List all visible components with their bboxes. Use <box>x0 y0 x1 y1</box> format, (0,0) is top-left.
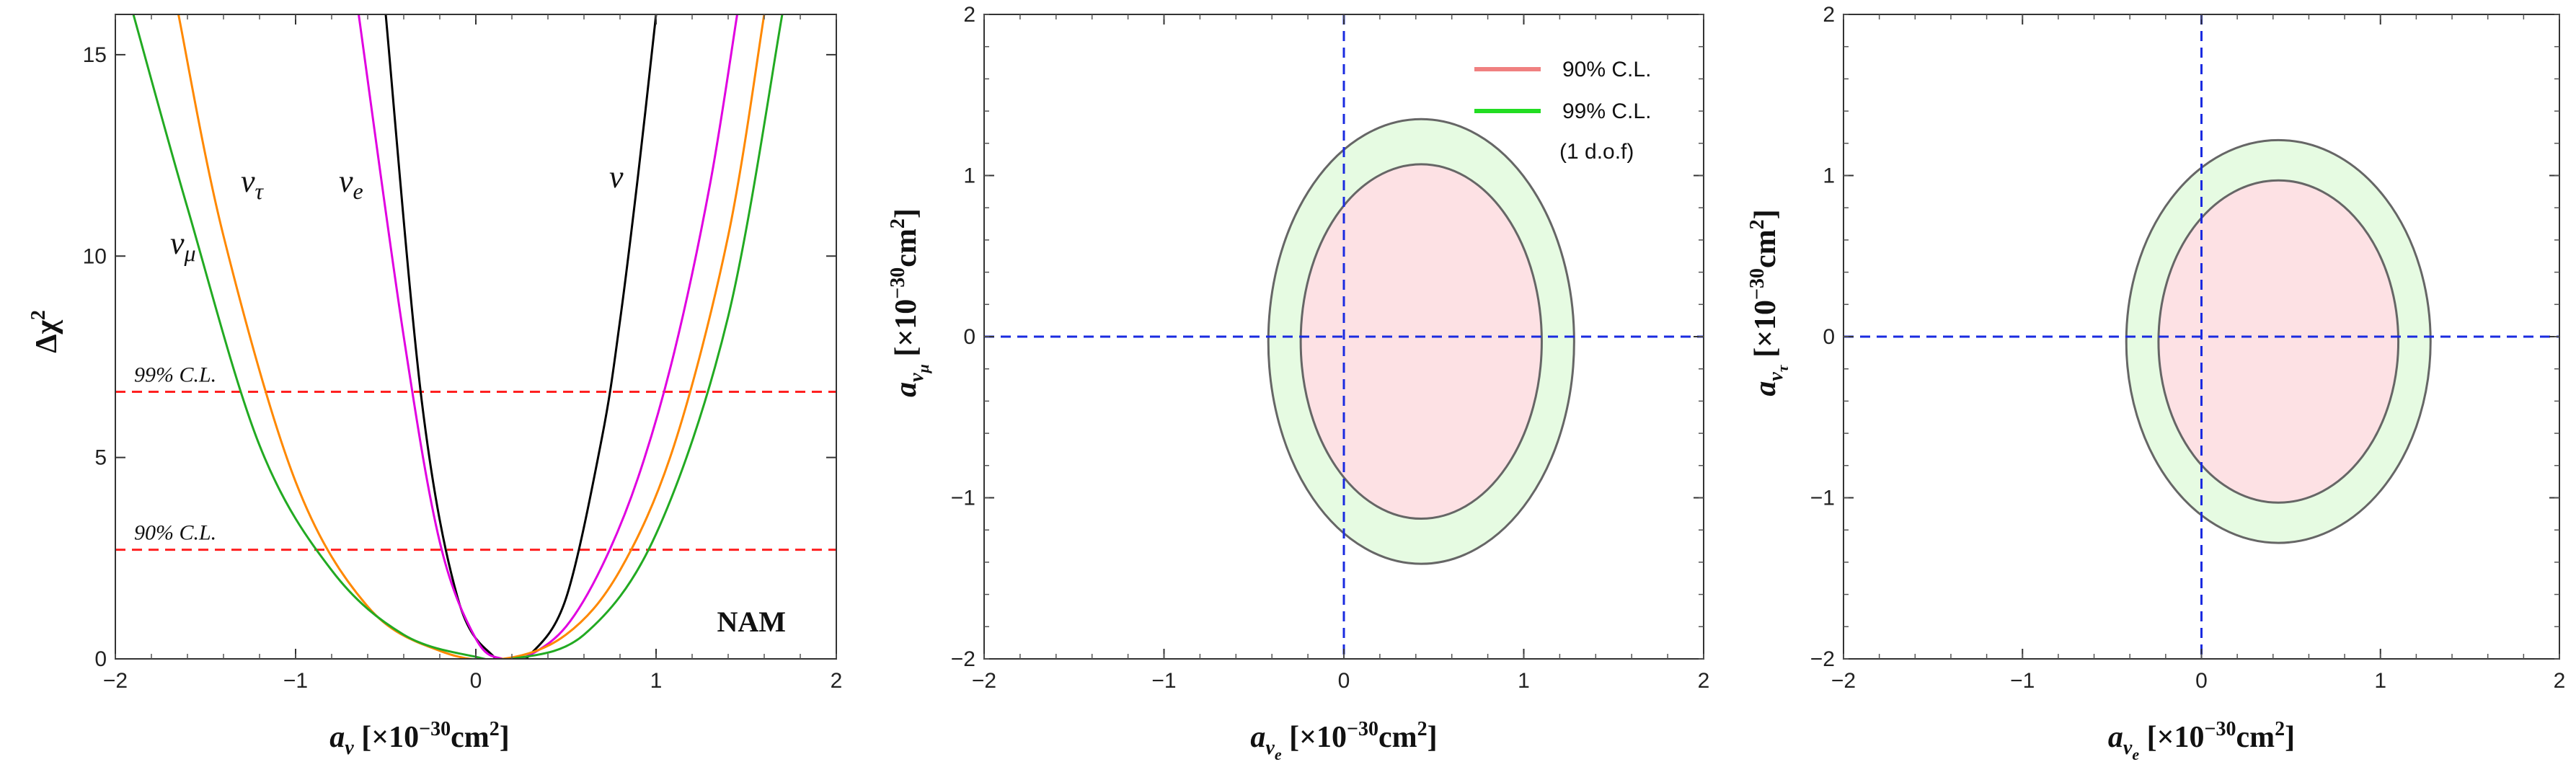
curve- <box>384 14 658 659</box>
x-tick-label: 0 <box>1338 669 1350 693</box>
y-tick-label: −2 <box>1810 647 1835 671</box>
x-tick-label: 1 <box>650 669 663 693</box>
plot-area <box>984 14 1704 659</box>
contour-panel-tau: −2 −1 0 1 2 −2 −1 0 1 2 aνe [×10−30cm2] aντ [×10−30… <box>1746 3 2565 763</box>
y-tick-label: −1 <box>1810 487 1835 510</box>
cl90-label: 90% C.L. <box>134 521 216 545</box>
x-tick-label: 0 <box>470 669 482 693</box>
legend-label: 90% C.L. <box>1562 58 1651 81</box>
x-tick-label: −2 <box>972 669 996 693</box>
chi2-panel: −2 −1 0 1 2 0 5 10 15 99% C.L. 90% C.L. νμ ντ νe ν NAM a… <box>27 14 842 759</box>
curve- <box>177 14 766 659</box>
y-tick-label: 5 <box>94 446 107 470</box>
y-tick-label: 1 <box>963 164 975 188</box>
cl99-label: 99% C.L. <box>134 363 216 387</box>
y-tick-label: 0 <box>1823 325 1835 349</box>
label-nu-tau: ντ <box>241 164 265 204</box>
y-tick-label: 2 <box>1823 3 1835 27</box>
y-tick-label: 0 <box>963 325 975 349</box>
x-tick-label: −2 <box>103 669 128 693</box>
x-axis-label: aνe [×10−30cm2] <box>1250 718 1437 763</box>
label-nu-e: νe <box>339 164 363 204</box>
x-tick-label: 1 <box>1518 669 1530 693</box>
plot-area <box>1844 14 2559 659</box>
nam-annotation: NAM <box>717 606 786 638</box>
x-tick-label: 2 <box>1698 669 1710 693</box>
x-tick-label: −1 <box>2010 669 2035 693</box>
x-tick-label: 1 <box>2374 669 2386 693</box>
x-tick-label: −2 <box>1831 669 1856 693</box>
x-axis-label: aνe [×10−30cm2] <box>2108 718 2295 763</box>
contour-panel-mu: −2 −1 0 1 2 −2 −1 0 1 2 aνe [×10−30cm2] aνμ [×10−30… <box>887 3 1709 763</box>
plot-area <box>115 14 836 659</box>
y-axis-label: aντ [×10−30cm2] <box>1746 209 1792 396</box>
y-tick-label: 0 <box>94 647 107 671</box>
y-tick-label: 1 <box>1823 164 1835 188</box>
x-tick-label: −1 <box>1151 669 1176 693</box>
y-axis-label: Δχ2 <box>27 310 63 353</box>
label-nu-mu: νμ <box>170 226 196 266</box>
x-tick-label: −1 <box>283 669 308 693</box>
y-axis-label: aνμ [×10−30cm2] <box>887 208 932 397</box>
y-tick-label: 15 <box>83 43 107 67</box>
y-tick-label: −2 <box>951 647 975 671</box>
region-90cl <box>2157 179 2400 504</box>
region-90cl <box>1299 163 1543 520</box>
x-axis-label: aν [×10−30cm2] <box>329 718 509 759</box>
legend-label: 99% C.L. <box>1562 99 1651 123</box>
x-tick-label: 2 <box>831 669 843 693</box>
x-tick-label: 2 <box>2554 669 2566 693</box>
legend-note: (1 d.o.f) <box>1559 140 1634 164</box>
y-tick-label: −1 <box>951 487 975 510</box>
curve- <box>132 14 784 659</box>
label-nu: ν <box>609 159 624 195</box>
y-tick-label: 10 <box>83 244 107 268</box>
x-tick-label: 0 <box>2195 669 2208 693</box>
y-tick-label: 2 <box>963 3 975 27</box>
curve-e <box>358 14 738 659</box>
